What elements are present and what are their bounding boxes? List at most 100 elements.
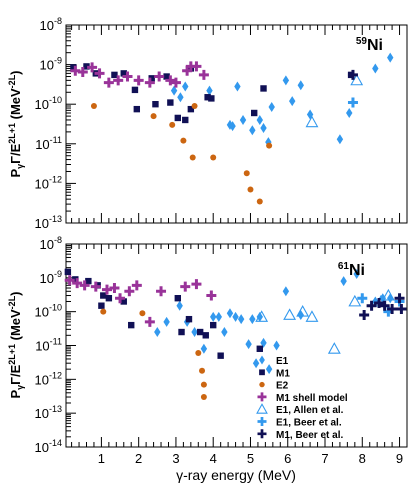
data-point: [283, 308, 297, 320]
data-point: [182, 116, 189, 124]
series-e1-beer-et-al-: [347, 97, 358, 108]
data-point: [379, 300, 390, 311]
ylabel-61ni-mid: Γ/E: [8, 364, 23, 384]
x-axis-label: γ-ray energy (MeV): [176, 467, 296, 483]
data-point: [256, 114, 263, 125]
data-point: [83, 63, 90, 70]
x-tick-label: 1: [98, 451, 105, 466]
data-point: [249, 314, 256, 325]
legend-marker: [259, 355, 265, 365]
panel-label-61ni: 61Ni: [338, 261, 365, 279]
data-point: [208, 95, 215, 102]
data-point: [260, 123, 267, 134]
data-point: [163, 316, 170, 327]
ylabel-59ni-mid: Γ/E: [8, 143, 23, 163]
data-point: [154, 71, 165, 82]
y-tick-label: 10-11: [35, 337, 62, 354]
xlabel-gamma: γ: [176, 467, 183, 483]
y-tick-label-exponent: -13: [49, 214, 62, 224]
data-point: [77, 67, 88, 78]
panel-label-59ni: 59Ni: [356, 36, 383, 54]
data-point: [229, 121, 236, 132]
x-axis-61ni: 1 2 3 4 5 6 7 8 9: [71, 244, 403, 466]
data-point: [210, 311, 217, 322]
data-point: [148, 75, 155, 82]
data-point: [215, 311, 222, 322]
y-tick-label: 10-8: [40, 235, 62, 252]
series-m1-shell-model: [64, 275, 217, 327]
legend-label: E1: [276, 356, 289, 367]
series-m1-shell-model: [70, 61, 209, 88]
data-point: [144, 316, 155, 327]
data-point: [90, 103, 97, 110]
x-tick-label: 8: [359, 451, 366, 466]
legend-label: E1, Beer et al.: [276, 418, 342, 429]
legend-marker: [259, 381, 265, 388]
data-point: [120, 298, 127, 305]
y-tick-label-exponent: -9: [54, 269, 62, 279]
data-point: [202, 332, 209, 339]
data-points-59ni: [70, 52, 394, 205]
data-point: [101, 284, 112, 295]
x-tick-label: 7: [321, 451, 328, 466]
data-point: [169, 121, 176, 128]
y-axis-label-61ni: PγΓ/E2L+1 (MeV-2L): [7, 291, 25, 398]
data-point: [165, 75, 176, 86]
data-point: [221, 327, 228, 338]
data-point: [199, 367, 206, 374]
data-point: [174, 295, 182, 302]
data-point: [187, 105, 195, 113]
data-point: [273, 340, 280, 351]
data-point: [72, 278, 83, 289]
data-point: [98, 302, 105, 309]
data-point: [256, 198, 263, 205]
data-point: [64, 275, 75, 286]
y-tick-label: 10-8: [40, 16, 62, 33]
y-tick-label: 10-13: [35, 404, 62, 421]
data-point: [178, 328, 185, 336]
data-point: [243, 170, 250, 177]
data-point: [210, 154, 217, 161]
y-tick-label-base: 10: [40, 271, 54, 286]
legend-marker: [257, 429, 267, 439]
data-point: [72, 276, 79, 283]
y-tick-label-exponent: -10: [49, 303, 62, 313]
legend-label: E2: [276, 381, 289, 392]
data-point: [152, 101, 159, 108]
x-tick-label: 9: [396, 451, 403, 466]
data-point: [226, 308, 234, 319]
series-e1: [170, 52, 394, 148]
y-tick-label-exponent: -10: [49, 95, 62, 105]
panel-label-61ni-element: Ni: [349, 262, 365, 279]
data-point: [198, 69, 209, 80]
y-tick-label-base: 10: [35, 372, 49, 387]
data-point: [260, 337, 267, 348]
data-point: [103, 77, 114, 88]
data-point: [282, 286, 290, 297]
data-point: [100, 308, 107, 315]
y-tick-label: 10-10: [35, 95, 62, 112]
data-point: [185, 315, 193, 323]
data-point: [120, 70, 127, 77]
data-point: [266, 142, 273, 149]
legend-label: M1: [276, 368, 290, 379]
data-point: [247, 186, 254, 193]
data-point: [305, 310, 319, 322]
data-point: [245, 339, 252, 350]
data-point: [387, 303, 398, 314]
data-point: [156, 286, 167, 297]
data-point: [265, 364, 273, 375]
data-point: [90, 281, 101, 292]
data-point: [394, 293, 405, 304]
data-point: [387, 52, 394, 63]
series-e2: [90, 103, 273, 205]
data-point: [113, 75, 124, 86]
ylabel-59ni-unit-close: ): [8, 70, 23, 74]
data-point: [252, 358, 260, 369]
data-point: [185, 61, 196, 72]
y-tick-label: 10-12: [35, 174, 62, 191]
data-point: [282, 75, 290, 86]
data-point: [210, 321, 217, 329]
